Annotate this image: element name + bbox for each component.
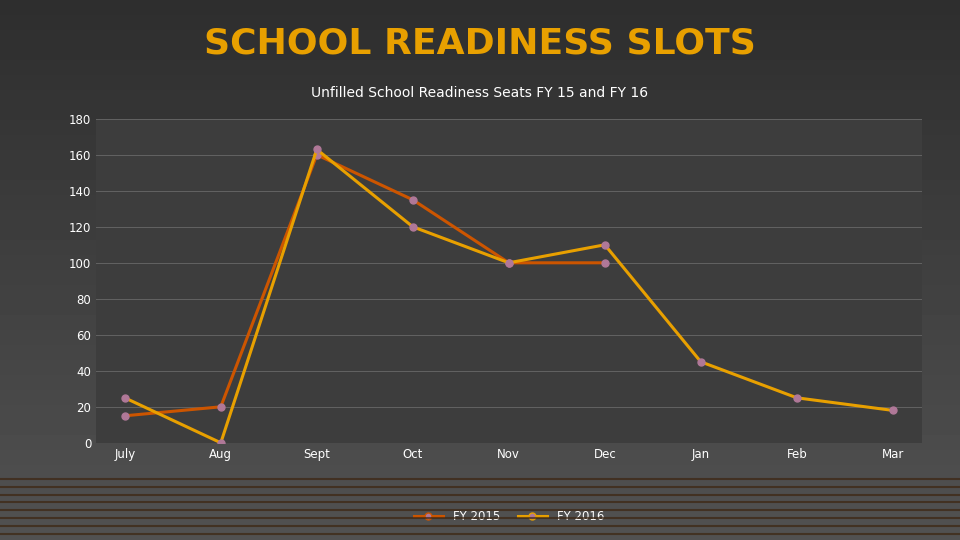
Legend: FY 2015, FY 2016: FY 2015, FY 2016 <box>409 505 609 528</box>
Text: SCHOOL READINESS SLOTS: SCHOOL READINESS SLOTS <box>204 27 756 61</box>
Text: Unfilled School Readiness Seats FY 15 and FY 16: Unfilled School Readiness Seats FY 15 an… <box>311 86 649 100</box>
